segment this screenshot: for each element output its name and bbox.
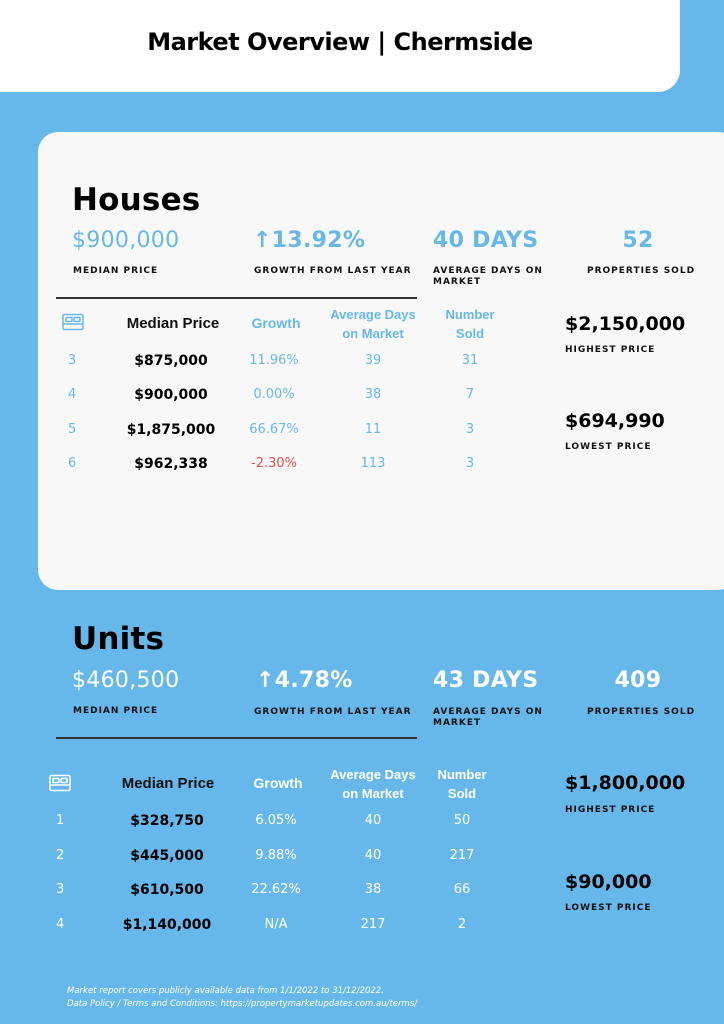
- houses-sold-label: PROPERTIES SOLD: [587, 266, 696, 276]
- units-title: Units: [72, 621, 165, 657]
- units-col-average-days: Average Days on Market: [330, 767, 416, 801]
- houses-lowest-price: $694,990: [565, 410, 665, 432]
- houses-sold: 52: [622, 228, 654, 253]
- days-cell: 40: [364, 848, 382, 863]
- houses-growth-stat: ↑13.92%: [253, 228, 365, 253]
- bedrooms-cell: 5: [68, 422, 77, 437]
- bedrooms-cell: 1: [56, 813, 65, 828]
- houses-growth-value: 13.92%: [271, 228, 366, 253]
- bedrooms-cell: 3: [68, 353, 77, 368]
- houses-median-price: $900,000: [72, 228, 180, 253]
- units-col-growth: Growth: [253, 775, 303, 791]
- growth-cell: 66.67%: [249, 422, 299, 437]
- units-lowest-price: $90,000: [565, 871, 652, 893]
- houses-avg-days-label: AVERAGE DAYS ON MARKET: [433, 266, 543, 287]
- houses-col-growth: Growth: [251, 315, 301, 331]
- sold-cell: 3: [465, 456, 475, 471]
- bed-icon: [62, 313, 84, 331]
- houses-divider: [56, 297, 417, 299]
- footer-terms-link[interactable]: Data Policy / Terms and Conditions: http…: [67, 999, 418, 1009]
- sold-cell: 217: [449, 848, 475, 863]
- bedrooms-cell: 4: [56, 917, 65, 932]
- houses-avg-days: 40 DAYS: [433, 228, 539, 253]
- days-cell: 217: [360, 917, 386, 932]
- growth-cell: 11.96%: [249, 353, 299, 368]
- bed-icon: [49, 774, 71, 792]
- growth-cell: -2.30%: [251, 456, 297, 471]
- page-title: Market Overview | Chermside: [147, 28, 533, 56]
- median-price-cell: $1,875,000: [126, 422, 216, 438]
- growth-cell: 0.00%: [253, 387, 295, 402]
- bedrooms-cell: 4: [68, 387, 77, 402]
- days-cell: 40: [364, 813, 382, 828]
- header-card: Market Overview | Chermside: [0, 0, 680, 92]
- median-price-cell: $610,500: [130, 882, 204, 898]
- units-median-price: $460,500: [72, 668, 180, 693]
- sold-cell: 3: [465, 422, 475, 437]
- growth-cell: 6.05%: [255, 813, 297, 828]
- days-cell: 38: [364, 882, 382, 897]
- units-growth-stat: ↑4.78%: [256, 668, 353, 693]
- arrow-up-icon: ↑: [256, 668, 275, 693]
- bedrooms-cell: 3: [56, 882, 65, 897]
- houses-title: Houses: [72, 182, 201, 218]
- sold-cell: 50: [453, 813, 471, 828]
- units-col-number-sold: Number Sold: [437, 767, 487, 801]
- median-price-cell: $962,338: [134, 456, 208, 472]
- footer-data-coverage: Market report covers publicly available …: [67, 986, 384, 996]
- houses-median-price-label: MEDIAN PRICE: [73, 266, 159, 276]
- units-sold: 409: [614, 668, 662, 693]
- bedrooms-cell: 2: [56, 848, 65, 863]
- units-avg-days-label: AVERAGE DAYS ON MARKET: [433, 707, 543, 728]
- sold-cell: 7: [465, 387, 475, 402]
- bedrooms-cell: 6: [68, 456, 77, 471]
- units-lowest-label: LOWEST PRICE: [565, 903, 652, 913]
- growth-cell: 22.62%: [251, 882, 301, 897]
- days-cell: 113: [360, 456, 386, 471]
- sold-cell: 2: [457, 917, 467, 932]
- units-growth-value: 4.78%: [274, 668, 353, 693]
- sold-cell: 66: [453, 882, 471, 897]
- units-growth-label: GROWTH FROM LAST YEAR: [254, 707, 412, 717]
- houses-highest-label: HIGHEST PRICE: [565, 345, 656, 355]
- units-highest-label: HIGHEST PRICE: [565, 805, 656, 815]
- houses-highest-price: $2,150,000: [565, 313, 686, 335]
- units-col-median-price: Median Price: [121, 775, 215, 792]
- houses-lowest-label: LOWEST PRICE: [565, 442, 652, 452]
- days-cell: 39: [364, 353, 382, 368]
- units-median-price-label: MEDIAN PRICE: [73, 706, 159, 716]
- days-cell: 11: [364, 422, 382, 437]
- units-highest-price: $1,800,000: [565, 772, 686, 794]
- units-sold-label: PROPERTIES SOLD: [587, 707, 696, 717]
- houses-col-median-price: Median Price: [126, 315, 220, 332]
- houses-card: [38, 132, 724, 590]
- footer: Market report covers publicly available …: [67, 985, 707, 1011]
- median-price-cell: $900,000: [134, 387, 208, 403]
- arrow-up-icon: ↑: [253, 228, 272, 253]
- sold-cell: 31: [461, 353, 479, 368]
- growth-cell: N/A: [264, 917, 288, 932]
- median-price-cell: $1,140,000: [122, 917, 212, 933]
- median-price-cell: $328,750: [130, 813, 204, 829]
- houses-col-number-sold: Number Sold: [445, 307, 495, 341]
- median-price-cell: $445,000: [130, 848, 204, 864]
- growth-cell: 9.88%: [255, 848, 297, 863]
- units-avg-days: 43 DAYS: [433, 668, 539, 693]
- median-price-cell: $875,000: [134, 353, 208, 369]
- houses-growth-label: GROWTH FROM LAST YEAR: [254, 266, 412, 276]
- units-divider: [56, 737, 417, 739]
- houses-col-average-days: Average Days on Market: [330, 307, 416, 341]
- days-cell: 38: [364, 387, 382, 402]
